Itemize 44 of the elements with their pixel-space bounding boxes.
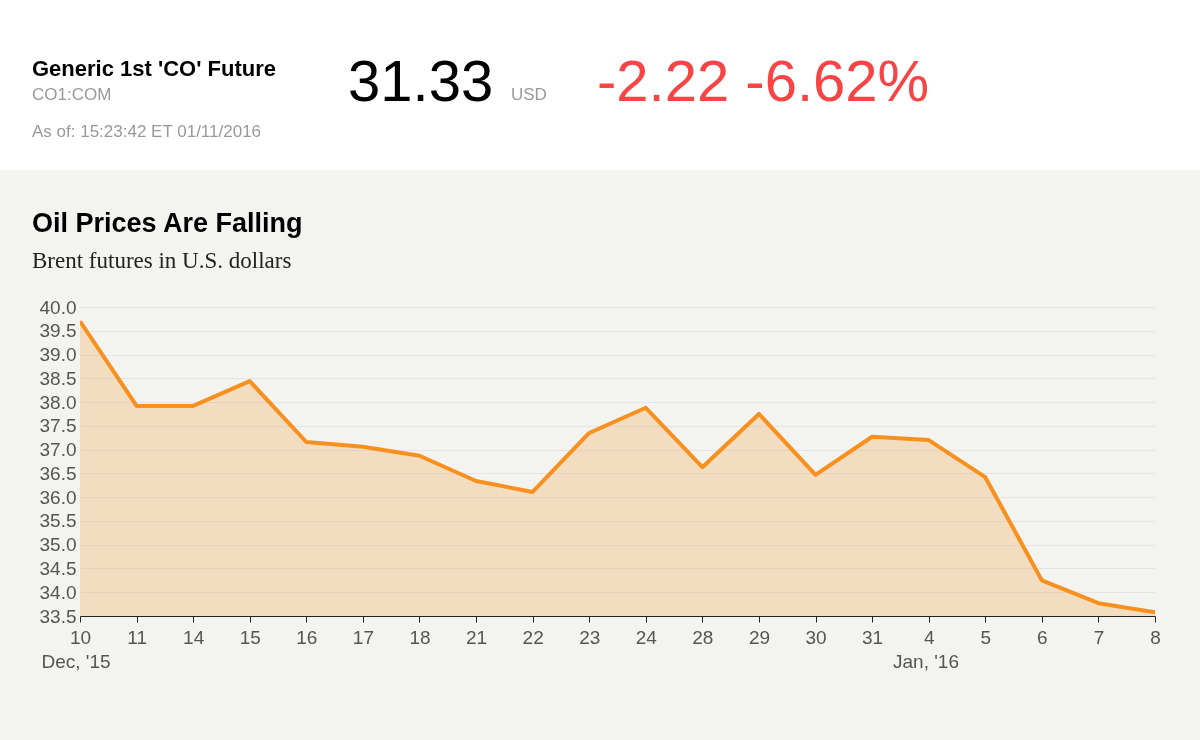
y-tick-label: 40.0: [39, 296, 77, 318]
text: 31.33: [348, 48, 494, 113]
text: CO1:COM: [32, 85, 112, 104]
y-tick-label: 39.0: [39, 344, 77, 366]
x-tick-label: 28: [692, 626, 714, 648]
y-tick-label: 37.5: [39, 415, 77, 437]
x-tick-label: 7: [1093, 626, 1105, 648]
x-tick-label: 18: [409, 626, 431, 648]
text: As of: 15:23:42 ET 01/11/2016: [32, 122, 262, 141]
x-tick-label: 31: [862, 626, 884, 648]
x-tick-label: 4: [923, 626, 935, 648]
y-tick-label: 35.5: [39, 510, 77, 532]
x-tick-label: 14: [183, 626, 205, 648]
x-tick-label: 8: [1150, 626, 1161, 648]
text: Dec, '15: [41, 651, 111, 672]
x-tick-label: 30: [805, 626, 827, 648]
x-tick-label: 6: [1037, 626, 1048, 648]
y-tick-label: 33.5: [39, 605, 77, 627]
y-tick-label: 36.0: [39, 486, 77, 508]
text: Generic 1st 'CO' Future: [32, 56, 276, 81]
x-tick-label: 15: [239, 626, 261, 648]
y-tick-label: 38.0: [39, 391, 77, 413]
x-tick-label: 29: [748, 626, 771, 648]
chart-subtitle: Brent futures in U.S. dollars: [32, 248, 292, 273]
text: USD: [511, 85, 547, 104]
x-tick-label: 23: [579, 626, 601, 648]
y-tick-label: 35.0: [39, 534, 77, 556]
y-tick-label: 38.5: [39, 367, 77, 389]
y-tick-label: 39.5: [39, 320, 77, 342]
y-tick-label: 36.5: [39, 462, 77, 484]
x-tick-label: 10: [69, 626, 92, 648]
text: Jan, '16: [893, 651, 959, 672]
x-tick-label: 17: [352, 626, 374, 648]
x-tick-label: 22: [522, 626, 544, 648]
y-tick-label: 34.0: [39, 581, 77, 603]
x-tick-label: 5: [980, 626, 992, 648]
text: -2.22 -6.62%: [597, 48, 930, 113]
chart-title: Oil Prices Are Falling: [32, 208, 303, 238]
x-tick-label: 21: [465, 626, 488, 648]
x-tick-label: 16: [296, 626, 318, 648]
y-tick-label: 34.5: [39, 557, 77, 579]
x-tick-label: 24: [635, 626, 658, 648]
x-tick-label: 11: [127, 626, 147, 648]
y-tick-label: 37.0: [39, 439, 77, 461]
